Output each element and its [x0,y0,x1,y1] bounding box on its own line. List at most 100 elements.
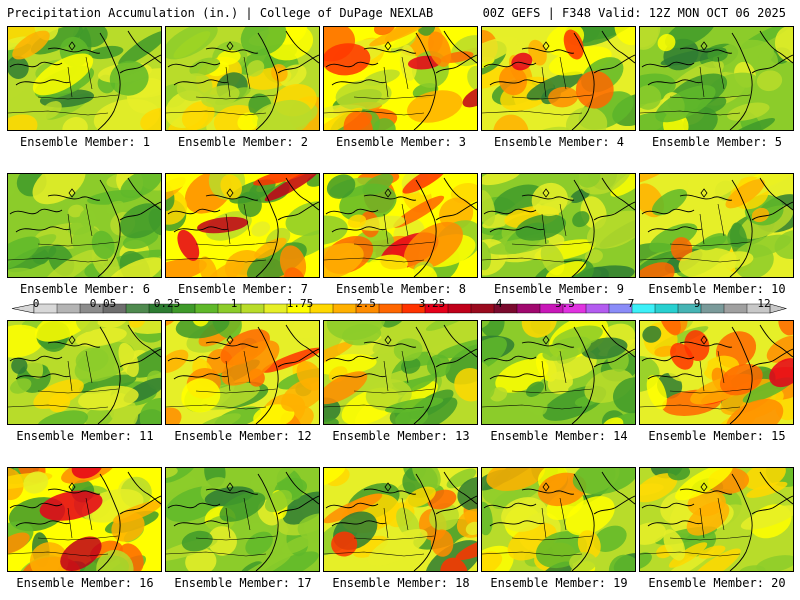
coastline [119,348,161,368]
state-border [243,350,251,384]
precip-contour [374,27,395,36]
coastline [571,32,595,130]
colorbar-min-arrow [11,303,35,314]
state-border [67,507,73,539]
coastline [679,341,733,348]
precip-contour [493,114,529,130]
precip-contour [36,410,89,424]
precip-contour [565,107,608,130]
coastline [729,473,753,571]
coastline [47,47,101,54]
colorbar-tick-label: 3.25 [418,297,446,310]
coastline [413,179,437,277]
coastline [9,61,63,68]
precip-contour [234,553,292,571]
coastline [255,179,279,277]
ensemble-member-map [481,26,636,131]
precip-contour [395,407,429,424]
precip-contour [465,521,477,536]
precip-contour [296,361,319,391]
precip-contour [459,270,477,277]
precip-contour [756,70,783,92]
coastline [435,348,477,368]
diamond-marker-icon [700,188,708,198]
precip-contour [8,324,44,358]
precip-contour [39,490,103,521]
coastline [277,495,319,515]
precip-contour [511,52,533,71]
precip-contour [384,27,441,42]
state-border [37,241,119,247]
precip-contour [735,234,792,259]
ensemble-member-map [639,173,794,278]
precip-contour [593,525,627,552]
state-border [669,388,751,394]
colorbar-bin [217,303,242,314]
coastline [759,324,793,358]
coastline [325,502,379,509]
coastline [647,520,703,527]
member-label: Ensemble Member: 8 [335,282,467,296]
precip-contour [563,29,584,60]
precip-contour [62,116,88,130]
diamond-marker-icon [68,482,76,492]
diamond-marker-icon [226,41,234,51]
ensemble-member-map [165,26,320,131]
state-border [353,94,435,100]
colorbar-bin [447,303,472,314]
coastline [729,32,753,130]
colorbar-tick-label: 4 [495,297,503,310]
precip-contour [482,361,495,399]
precip-contour [335,79,392,111]
member-label: Ensemble Member: 16 [16,576,154,590]
state-border [482,551,583,557]
state-border [511,94,593,100]
precip-contour [425,321,475,331]
ensemble-member-map [323,467,478,572]
precip-contour [482,501,493,536]
precip-contour [725,398,784,424]
coastline [593,54,635,74]
precip-contour [220,329,270,366]
diamond-marker-icon [384,335,392,345]
colorbar-bin [194,303,219,314]
colorbar-bin [631,303,656,314]
precip-contour [166,174,190,194]
diamond-marker-icon [384,41,392,51]
diamond-marker-icon [226,335,234,345]
coastline [571,473,595,571]
state-border [383,66,389,98]
ensemble-member-map [323,320,478,425]
coastline [521,47,575,54]
coastline [443,30,477,64]
ensemble-member-map [7,173,162,278]
state-border [559,56,567,90]
coastline [601,30,635,64]
precip-contour [640,522,666,545]
precip-contour [324,418,339,424]
state-border [243,203,251,237]
colorbar-tick-label: 12 [757,297,771,310]
coastline [571,179,595,277]
precip-contour [41,101,62,119]
coastline [167,208,221,215]
precip-contour [664,27,716,49]
state-border [541,360,547,392]
state-border [669,94,751,100]
precip-contour [253,404,295,424]
coastline [285,324,319,358]
coastline [641,61,695,68]
precip-contour [253,174,313,186]
precip-map-svg [8,174,161,277]
precip-contour [60,536,102,571]
precip-contour [166,27,218,60]
colorbar-bin [309,303,334,314]
precip-contour [640,262,675,277]
precip-map-svg [482,174,635,277]
state-border [324,551,425,557]
precip-contour [185,548,217,571]
coastline [647,373,703,380]
precip-contour [79,209,97,228]
diamond-marker-icon [700,41,708,51]
state-border [401,56,409,90]
